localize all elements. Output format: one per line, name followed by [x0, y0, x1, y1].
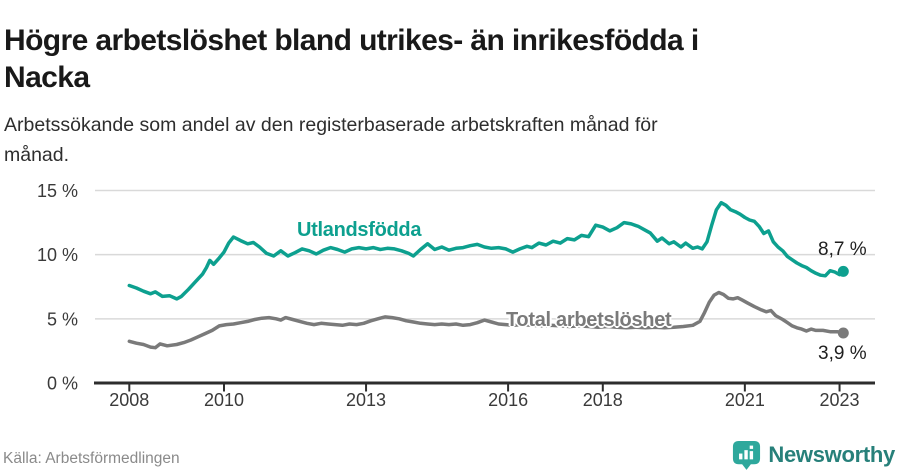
newsworthy-wordmark: Newsworthy: [768, 442, 895, 467]
x-axis-tick-label: 2018: [583, 390, 623, 410]
y-axis-tick-label: 15 %: [37, 181, 78, 201]
y-axis-tick-label: 0 %: [47, 374, 78, 394]
x-axis-tick-label: 2021: [725, 390, 765, 410]
x-axis-tick-label: 2013: [346, 390, 386, 410]
newsworthy-brand: Newsworthy: [731, 438, 895, 472]
series-label-total-arbetsloshet: Total arbetslöshet: [506, 309, 672, 331]
chart-subtitle-line2: månad.: [4, 143, 70, 166]
page-title: Högre arbetslöshet bland utrikes- än inr…: [4, 22, 884, 96]
series-end-dot-utlandsfodda: [837, 265, 849, 277]
chart-subtitle-line1: Arbetssökande som andel av den registerb…: [4, 113, 658, 136]
page-title-line2: Nacka: [4, 61, 90, 95]
end-value-total: 3,9 %: [818, 343, 867, 364]
x-axis-tick-label: 2016: [488, 390, 528, 410]
x-axis-tick-label: 2023: [820, 390, 860, 410]
series-end-dot-total: [837, 327, 849, 339]
series-line-total: [127, 290, 846, 350]
series-line-utlandsfodda: [127, 200, 846, 301]
newsworthy-logo-icon: [733, 440, 761, 470]
end-value-utlandsfodda: 8,7 %: [818, 239, 867, 260]
y-axis-tick-label: 10 %: [37, 245, 78, 265]
y-axis-tick-label: 5 %: [47, 309, 78, 329]
x-axis-tick-label: 2010: [204, 390, 244, 410]
source-note: Källa: Arbetsförmedlingen: [3, 450, 180, 467]
chart-subtitle: Arbetssökande som andel av den registerb…: [4, 110, 844, 170]
x-axis-tick-label: 2008: [109, 390, 149, 410]
series-label-utlandsfodda: Utlandsfödda: [297, 219, 422, 241]
page-title-line1: Högre arbetslöshet bland utrikes- än inr…: [4, 24, 699, 58]
